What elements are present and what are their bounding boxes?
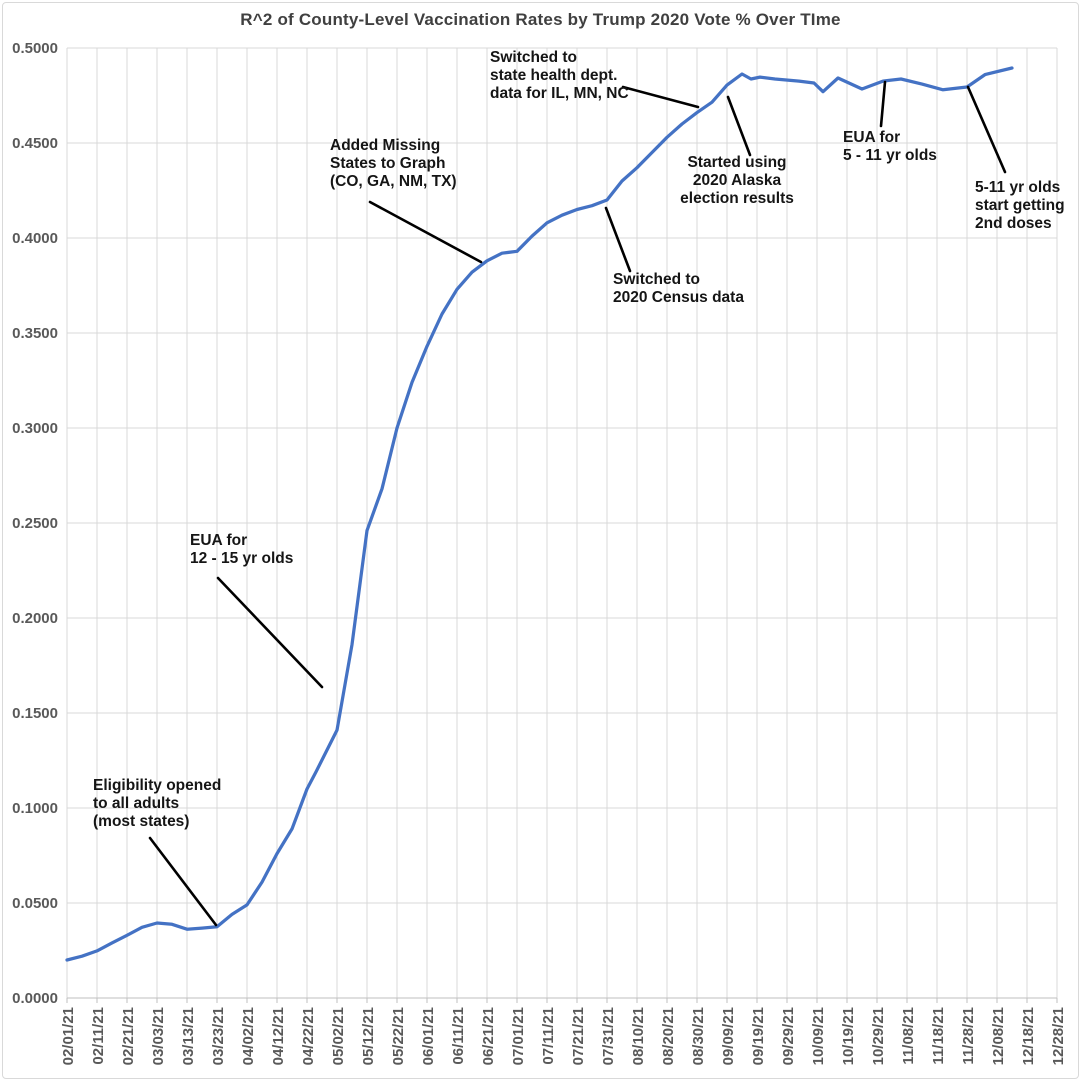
x-tick-label: 10/29/21 [870, 1007, 887, 1065]
x-tick-label: 02/21/21 [120, 1007, 137, 1065]
x-tick-label: 09/29/21 [780, 1007, 797, 1065]
x-tick-label: 03/13/21 [180, 1007, 197, 1065]
x-tick-label: 11/18/21 [930, 1007, 947, 1065]
annotation-text-second-doses-5-11: 2nd doses [975, 215, 1052, 232]
annotation-leader-eligibility-all-adults [148, 836, 218, 927]
y-tick-label: 0.3000 [12, 420, 58, 437]
x-tick-label: 02/11/21 [90, 1007, 107, 1065]
y-tick-label: 0.0500 [12, 895, 58, 912]
annotation-text-switched-state-health-dept: Switched to [490, 49, 577, 66]
x-tick-label: 11/08/21 [900, 1007, 917, 1065]
x-tick-label: 12/28/21 [1050, 1007, 1067, 1065]
x-tick-label: 04/02/21 [240, 1007, 257, 1065]
annotation-text-second-doses-5-11: 5-11 yr olds [975, 179, 1060, 196]
y-tick-label: 0.4500 [12, 135, 58, 152]
y-tick-label: 0.2000 [12, 610, 58, 627]
x-tick-label: 07/11/21 [540, 1007, 557, 1065]
annotation-text-eua-12-15: 12 - 15 yr olds [190, 550, 293, 567]
x-tick-label: 04/22/21 [300, 1007, 317, 1065]
x-tick-label: 08/30/21 [690, 1007, 707, 1065]
annotation-leader-eua-5-11 [879, 80, 887, 128]
x-tick-label: 03/23/21 [210, 1007, 227, 1065]
x-tick-label: 12/18/21 [1020, 1007, 1037, 1065]
annotation-text-eligibility-all-adults: Eligibility opened [93, 777, 221, 794]
annotation-text-added-missing-states: Added Missing [330, 137, 440, 154]
annotation-text-alaska-2020-results: 2020 Alaska [693, 172, 782, 189]
annotation-text-alaska-2020-results: election results [680, 190, 794, 207]
x-tick-label: 07/21/21 [570, 1007, 587, 1065]
x-tick-label: 05/22/21 [390, 1007, 407, 1065]
annotation-text-eua-5-11: EUA for [843, 129, 900, 146]
x-tick-label: 09/19/21 [750, 1007, 767, 1065]
x-tick-label: 07/31/21 [600, 1007, 617, 1065]
annotation-text-added-missing-states: States to Graph [330, 155, 445, 172]
x-tick-label: 11/28/21 [960, 1007, 977, 1065]
r2-trend-line [65, 66, 1014, 962]
x-tick-label: 04/12/21 [270, 1007, 287, 1065]
y-tick-label: 0.1500 [12, 705, 58, 722]
annotation-text-switched-2020-census: Switched to [613, 271, 700, 288]
y-tick-label: 0.3500 [12, 325, 58, 342]
annotation-text-switched-state-health-dept: data for IL, MN, NC [490, 85, 629, 102]
y-tick-label: 0.5000 [12, 40, 58, 57]
annotation-leader-eua-12-15 [216, 576, 324, 689]
y-tick-label: 0.1000 [12, 800, 58, 817]
x-tick-label: 08/10/21 [630, 1007, 647, 1065]
x-tick-label: 02/01/21 [60, 1007, 77, 1065]
y-tick-label: 0.2500 [12, 515, 58, 532]
annotation-text-added-missing-states: (CO, GA, NM, TX) [330, 173, 457, 190]
x-tick-label: 07/01/21 [510, 1007, 527, 1065]
annotation-text-switched-2020-census: 2020 Census data [613, 289, 744, 306]
annotation-leader-switched-state-health-dept [621, 85, 700, 109]
annotation-text-alaska-2020-results: Started using [687, 154, 786, 171]
x-tick-label: 06/11/21 [450, 1007, 467, 1065]
annotation-text-eua-5-11: 5 - 11 yr olds [843, 147, 937, 164]
x-tick-label: 05/12/21 [360, 1007, 377, 1065]
x-tick-label: 10/19/21 [840, 1007, 857, 1065]
annotation-text-second-doses-5-11: start getting [975, 197, 1065, 214]
x-tick-label: 06/01/21 [420, 1007, 437, 1065]
x-tick-label: 12/08/21 [990, 1007, 1007, 1065]
annotation-leader-switched-2020-census [604, 206, 632, 273]
annotation-leader-alaska-2020-results [726, 95, 752, 157]
annotation-leader-added-missing-states [368, 200, 483, 264]
x-tick-label: 09/09/21 [720, 1007, 737, 1065]
x-tick-label: 05/02/21 [330, 1007, 347, 1065]
x-tick-label: 06/21/21 [480, 1007, 497, 1065]
annotation-leader-second-doses-5-11 [966, 85, 1007, 174]
x-tick-label: 03/03/21 [150, 1007, 167, 1065]
annotation-text-eua-12-15: EUA for [190, 532, 247, 549]
y-tick-label: 0.0000 [12, 990, 58, 1007]
annotation-text-eligibility-all-adults: (most states) [93, 813, 189, 830]
x-tick-label: 08/20/21 [660, 1007, 677, 1065]
annotation-text-switched-state-health-dept: state health dept. [490, 67, 617, 84]
annotation-text-eligibility-all-adults: to all adults [93, 795, 179, 812]
y-tick-label: 0.4000 [12, 230, 58, 247]
x-tick-label: 10/09/21 [810, 1007, 827, 1065]
chart-title: R^2 of County-Level Vaccination Rates by… [240, 10, 841, 29]
